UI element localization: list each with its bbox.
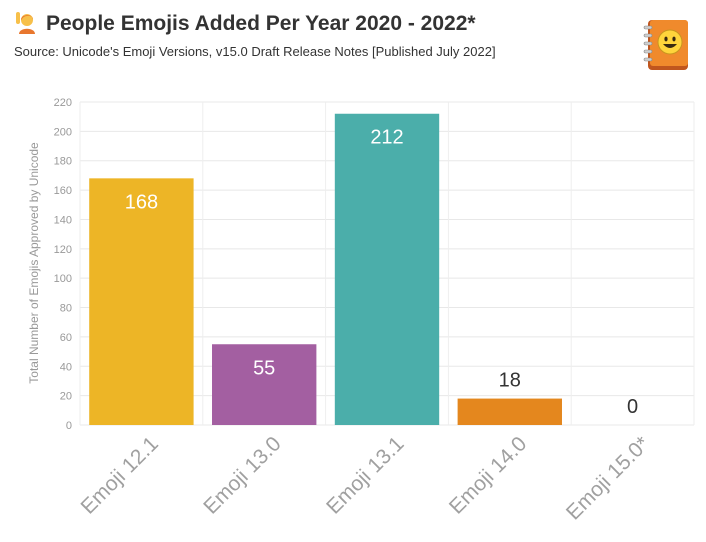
emoji-book-icon [640, 16, 692, 77]
chart-subtitle: Source: Unicode's Emoji Versions, v15.0 … [14, 44, 496, 59]
y-tick-label: 60 [60, 332, 72, 344]
bar [89, 178, 194, 425]
bar [457, 398, 562, 425]
y-tick-label: 100 [54, 273, 72, 285]
data-label: 18 [499, 370, 521, 392]
chart-title: People Emojis Added Per Year 2020 - 2022… [46, 12, 476, 35]
data-label: 168 [125, 191, 158, 213]
title-row: People Emojis Added Per Year 2020 - 2022… [14, 10, 476, 38]
x-tick-label: Emoji 14.0 [445, 432, 531, 518]
x-axis-ticks: Emoji 12.1 Emoji 13.0 Emoji 13.1 Emoji 14.0… [77, 432, 655, 524]
y-tick-label: 0 [66, 420, 72, 432]
y-tick-label: 120 [54, 244, 72, 256]
data-label: 212 [370, 127, 403, 149]
y-tick-label: 80 [60, 303, 72, 315]
raising-hand-person-icon [14, 10, 36, 39]
bar [212, 344, 317, 425]
bars [89, 113, 562, 425]
data-label: 55 [253, 357, 275, 379]
x-tick-label: Emoji 13.0 [199, 432, 285, 518]
x-tick-label: Emoji 13.1 [322, 432, 408, 518]
y-tick-label: 220 [54, 97, 72, 109]
data-label: 0 [627, 396, 638, 418]
bar [334, 113, 440, 425]
y-tick-label: 40 [60, 361, 72, 373]
y-tick-label: 160 [54, 185, 72, 197]
x-tick-label: Emoji 12.1 [77, 432, 163, 518]
y-axis-ticks: 0 20 40 60 80 100 120 140 160 180 200 220 [54, 97, 72, 432]
y-axis-label: Total Number of Emojis Approved by Unico… [27, 142, 41, 384]
y-tick-label: 140 [54, 214, 72, 226]
x-tick-label: Emoji 15.0* [562, 432, 654, 524]
y-tick-label: 20 [60, 391, 72, 403]
y-tick-label: 180 [54, 156, 72, 168]
y-tick-label: 200 [54, 126, 72, 138]
data-labels: 168 55 212 18 0 [125, 127, 638, 418]
